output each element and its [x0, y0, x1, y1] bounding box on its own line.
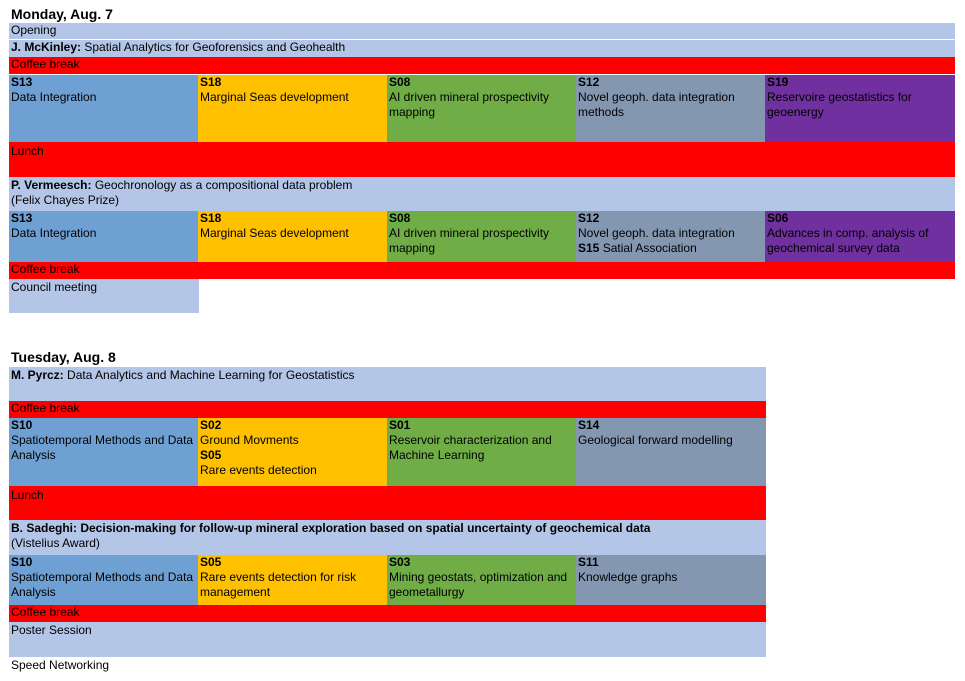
- session-cell-s18: S18 Marginal Seas development: [198, 211, 387, 262]
- session-cell-s13: S13 Data Integration: [9, 211, 198, 262]
- session-title: Marginal Seas development: [200, 90, 349, 104]
- session-cell-s05: S05 Rare events detection for risk manag…: [198, 555, 387, 605]
- session-code: S18: [200, 75, 222, 89]
- keynote-title: Data Analytics and Machine Learning for …: [63, 368, 355, 382]
- session-title: Knowledge graphs: [578, 570, 678, 584]
- session-code: S08: [389, 75, 411, 89]
- keynote-row-vermeesch: P. Vermeesch: Geochronology as a composi…: [9, 177, 955, 211]
- lunch-row: Lunch: [9, 142, 955, 177]
- keynote-award: (Felix Chayes Prize): [11, 193, 120, 207]
- session-title: Mining geostats, optimization and geomet…: [389, 570, 568, 599]
- session-title: AI driven mineral prospectivity mapping: [389, 226, 550, 255]
- session-code: S10: [11, 555, 33, 569]
- speed-networking-label: Speed Networking: [11, 658, 110, 672]
- lunch-label: Lunch: [11, 488, 44, 502]
- speed-networking-row: Speed Networking: [9, 657, 309, 674]
- keynote-speaker: P. Vermeesch:: [11, 178, 92, 192]
- session-code: S13: [11, 211, 33, 225]
- session-title: Reservoir characterization and Machine L…: [389, 433, 552, 462]
- session-code-secondary: S05: [200, 448, 222, 462]
- session-code-secondary: S15: [578, 241, 600, 255]
- coffee-break-label: Coffee break: [11, 605, 80, 619]
- session-title: Marginal Seas development: [200, 226, 349, 240]
- session-code: S12: [578, 211, 600, 225]
- day-heading-monday: Monday, Aug. 7: [11, 6, 113, 22]
- session-title: Data Integration: [11, 90, 97, 104]
- session-title-secondary: Satial Association: [599, 241, 697, 255]
- session-title: Novel geoph. data integration methods: [578, 90, 735, 119]
- session-code: S08: [389, 211, 411, 225]
- session-code: S03: [389, 555, 411, 569]
- keynote-award: (Vistelius Award): [11, 536, 100, 550]
- session-cell-s13: S13 Data Integration: [9, 75, 198, 142]
- session-cell-s06: S06 Advances in comp. analysis of geoche…: [765, 211, 955, 262]
- session-title: Spatiotemporal Methods and Data Analysis: [11, 433, 194, 462]
- session-cell-s08: S08 AI driven mineral prospectivity mapp…: [387, 211, 576, 262]
- session-cell-s18: S18 Marginal Seas development: [198, 75, 387, 142]
- council-meeting-cell: Council meeting: [9, 279, 199, 313]
- session-title: Advances in comp. analysis of geochemica…: [767, 226, 929, 255]
- poster-session-row: Poster Session: [9, 622, 766, 657]
- coffee-break-row: Coffee break: [9, 605, 766, 622]
- coffee-break-label: Coffee break: [11, 401, 80, 415]
- session-code: S01: [389, 418, 411, 432]
- session-cell-s02: S02 Ground Movments S05 Rare events dete…: [198, 418, 387, 486]
- session-title: Ground Movments: [200, 433, 299, 447]
- session-title: Novel geoph. data integration: [578, 226, 735, 240]
- session-code: S02: [200, 418, 222, 432]
- session-title: Rare events detection for risk managemen…: [200, 570, 357, 599]
- session-title-secondary: Rare events detection: [200, 463, 317, 477]
- coffee-break-row: Coffee break: [9, 57, 955, 74]
- lunch-label: Lunch: [11, 144, 44, 158]
- opening-row: Opening: [9, 23, 955, 39]
- keynote-speaker: M. Pyrcz:: [11, 368, 64, 382]
- session-cell-s10: S10 Spatiotemporal Methods and Data Anal…: [9, 418, 198, 486]
- session-code: S06: [767, 211, 789, 225]
- session-cell-s14: S14 Geological forward modelling: [576, 418, 766, 486]
- session-title: Spatiotemporal Methods and Data Analysis: [11, 570, 194, 599]
- session-title: Reservoire geostatistics for geoenergy: [767, 90, 912, 119]
- coffee-break-row: Coffee break: [9, 401, 766, 418]
- session-code: S12: [578, 75, 600, 89]
- session-cell-s11: S11 Knowledge graphs: [576, 555, 766, 605]
- opening-label: Opening: [11, 23, 57, 37]
- session-code: S05: [200, 555, 222, 569]
- coffee-break-row: Coffee break: [9, 262, 955, 279]
- keynote-title: Spatial Analytics for Geoforensics and G…: [81, 40, 346, 54]
- coffee-break-label: Coffee break: [11, 262, 80, 276]
- poster-session-label: Poster Session: [11, 623, 92, 637]
- session-code: S18: [200, 211, 222, 225]
- keynote-row-pyrcz: M. Pyrcz: Data Analytics and Machine Lea…: [9, 367, 766, 401]
- session-title: Data Integration: [11, 226, 97, 240]
- council-meeting-label: Council meeting: [11, 280, 98, 294]
- session-code: S13: [11, 75, 33, 89]
- keynote-speaker: J. McKinley:: [11, 40, 82, 54]
- coffee-break-label: Coffee break: [11, 57, 80, 71]
- day-heading-tuesday: Tuesday, Aug. 8: [11, 349, 116, 365]
- session-cell-s10: S10 Spatiotemporal Methods and Data Anal…: [9, 555, 198, 605]
- session-title: AI driven mineral prospectivity mapping: [389, 90, 550, 119]
- session-cell-s19: S19 Reservoire geostatistics for geoener…: [765, 75, 955, 142]
- keynote-title: Geochronology as a compositional data pr…: [91, 178, 353, 192]
- keynote-title: B. Sadeghi: Decision-making for follow-u…: [11, 521, 651, 535]
- keynote-row-sadeghi: B. Sadeghi: Decision-making for follow-u…: [9, 520, 766, 555]
- session-cell-s03: S03 Mining geostats, optimization and ge…: [387, 555, 576, 605]
- session-code: S14: [578, 418, 600, 432]
- session-title: Geological forward modelling: [578, 433, 733, 447]
- session-cell-s12: S12 Novel geoph. data integration S15 Sa…: [576, 211, 765, 262]
- lunch-row: Lunch: [9, 486, 766, 520]
- session-code: S11: [578, 555, 599, 569]
- session-code: S19: [767, 75, 789, 89]
- keynote-row-mckinley: J. McKinley: Spatial Analytics for Geofo…: [9, 40, 955, 57]
- session-code: S10: [11, 418, 33, 432]
- session-cell-s12: S12 Novel geoph. data integration method…: [576, 75, 765, 142]
- session-cell-s01: S01 Reservoir characterization and Machi…: [387, 418, 576, 486]
- session-cell-s08: S08 AI driven mineral prospectivity mapp…: [387, 75, 576, 142]
